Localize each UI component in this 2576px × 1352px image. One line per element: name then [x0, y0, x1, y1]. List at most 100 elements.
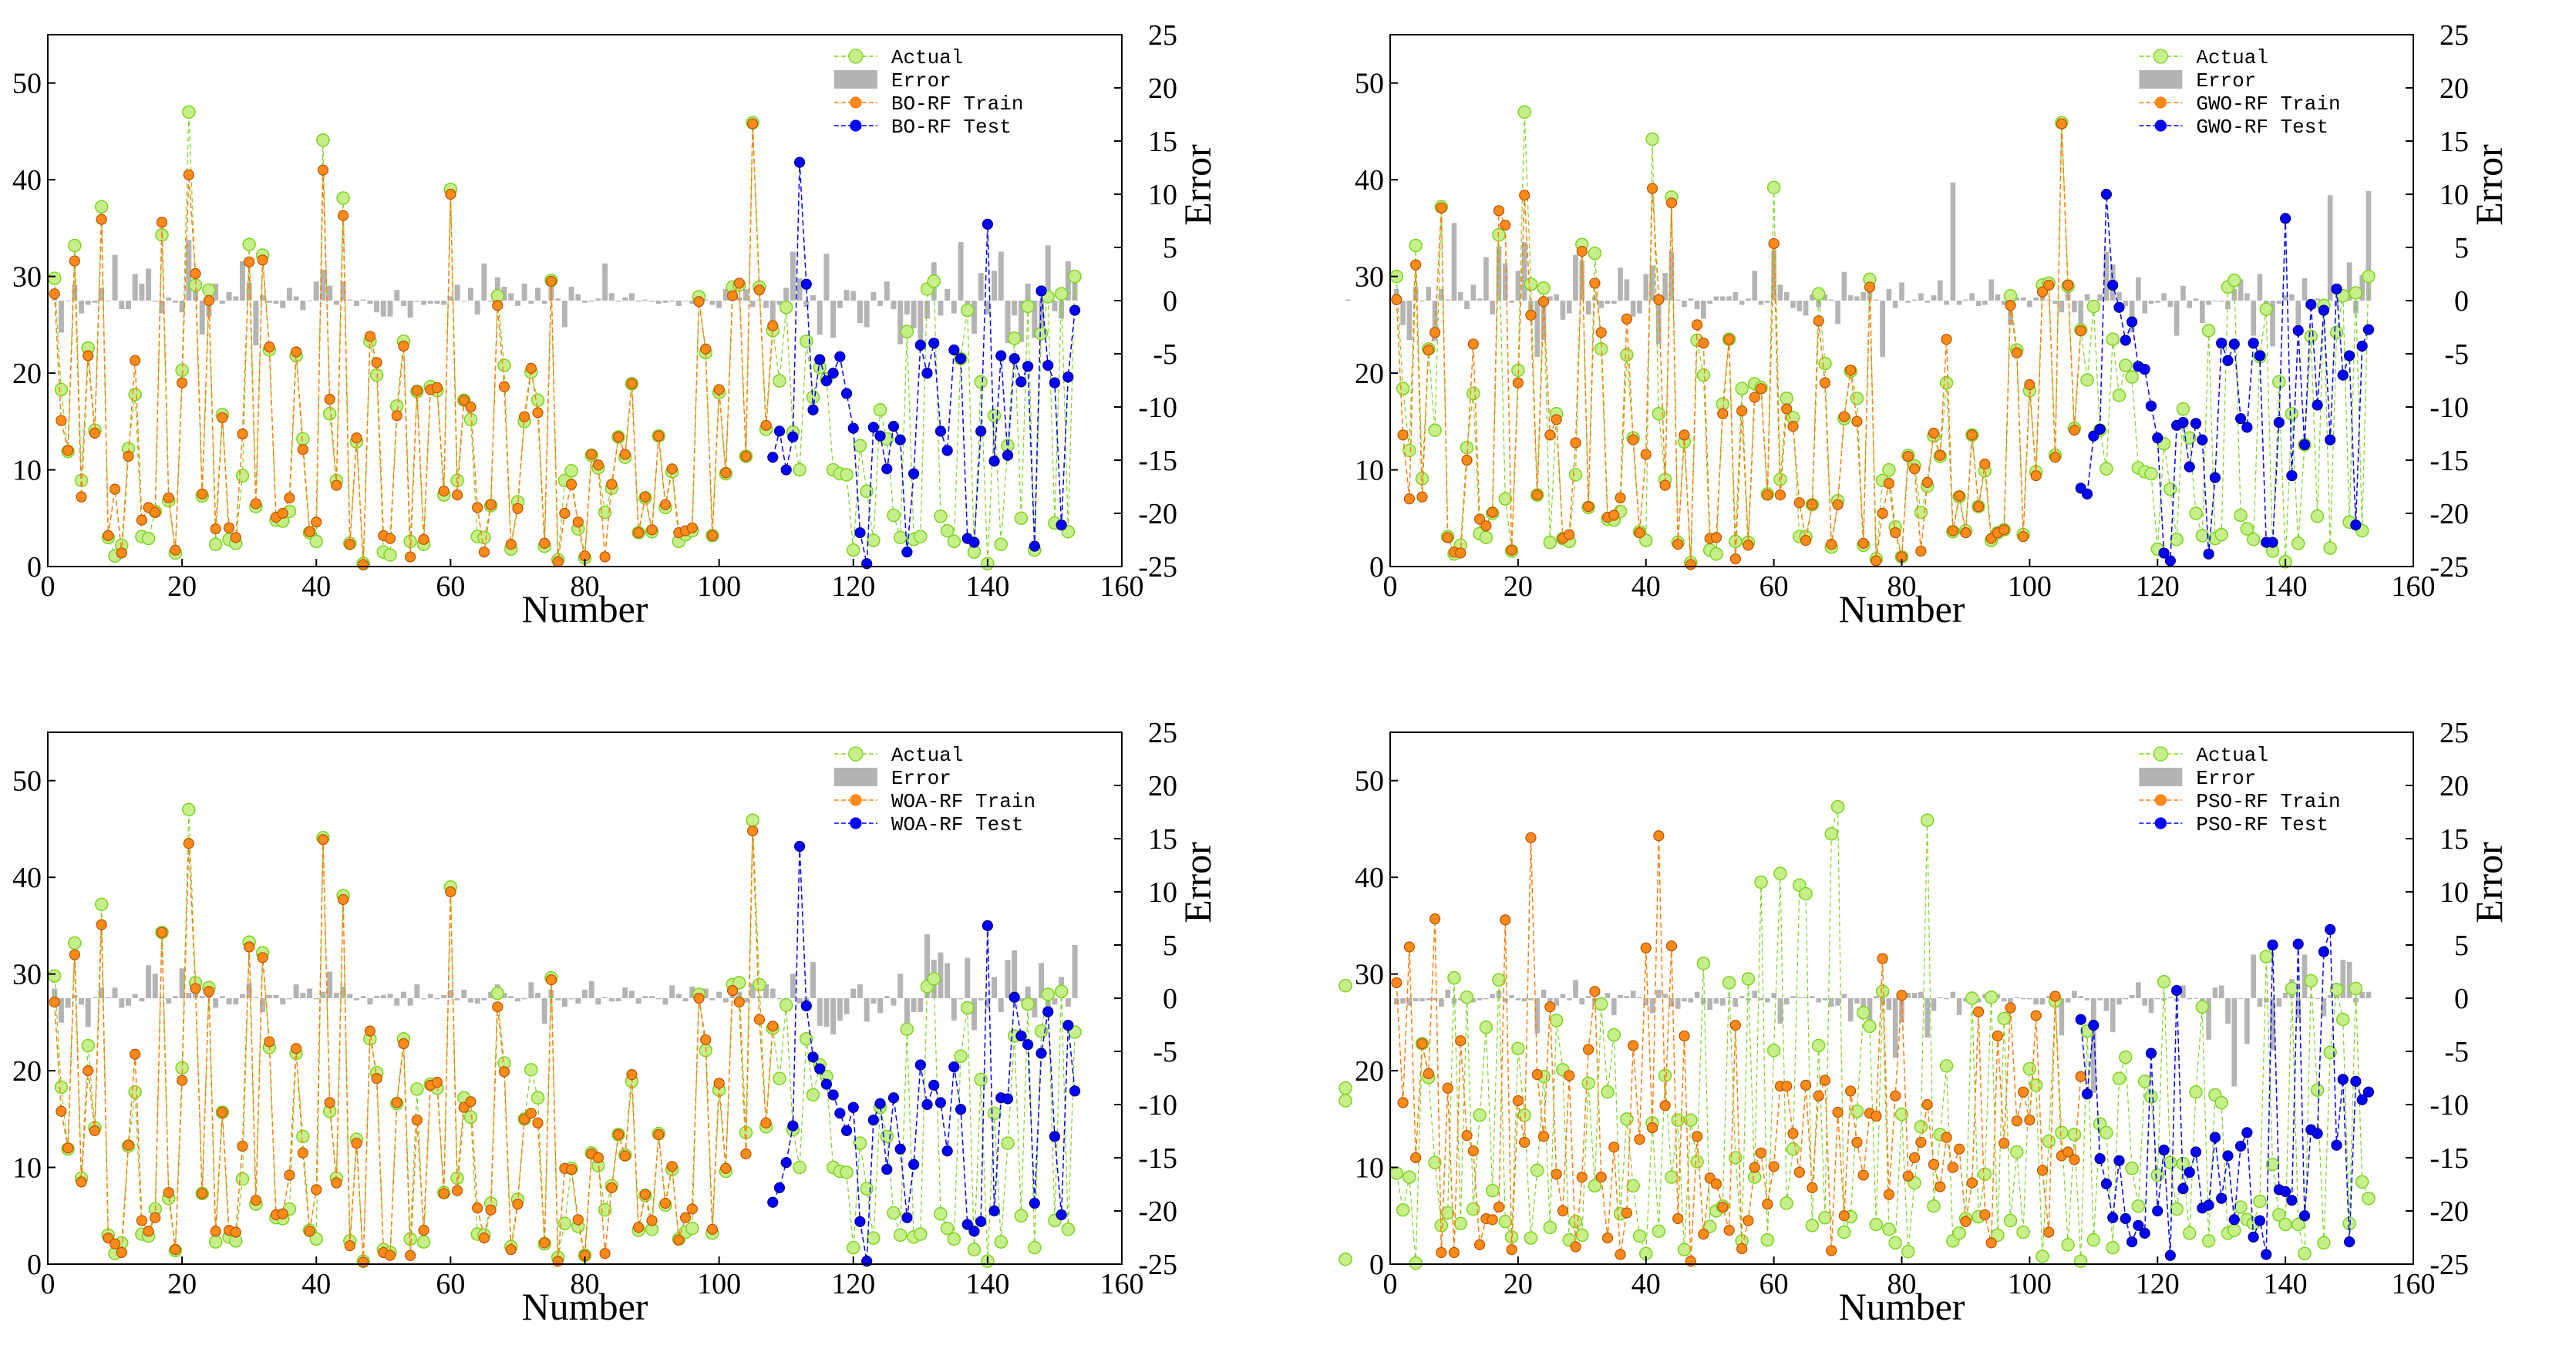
test-point: [2228, 338, 2240, 350]
actual-point: [1997, 1011, 2011, 1026]
train-point: [706, 530, 719, 541]
actual-point: [182, 802, 196, 817]
train-point: [2036, 286, 2049, 298]
error-bar: [2033, 998, 2039, 1005]
y2-tick-label: -15: [2430, 1142, 2469, 1175]
error-bar: [689, 301, 695, 304]
train-point: [2011, 347, 2022, 358]
error-bar: [1413, 287, 1419, 301]
test-point: [1022, 1039, 1034, 1051]
test-point: [2107, 1212, 2119, 1223]
error-bar: [447, 296, 453, 301]
train-point: [156, 217, 168, 228]
actual-point: [947, 1232, 961, 1246]
train-point: [1589, 986, 1601, 997]
train-point: [1915, 545, 1927, 557]
error-bar: [837, 301, 843, 308]
error-bar: [1790, 301, 1796, 308]
train-point: [1807, 1182, 1818, 1193]
train-point: [1698, 338, 1709, 349]
train-point: [2030, 469, 2042, 482]
error-bar: [394, 998, 400, 1006]
error-bar: [857, 301, 863, 323]
actual-point: [1799, 886, 1813, 901]
y-tick-label: 30: [1355, 959, 1384, 991]
error-bar: [474, 301, 480, 314]
test-point: [2267, 939, 2278, 951]
error-bar: [2327, 994, 2333, 998]
error-bar: [1618, 267, 1623, 301]
actual-point: [840, 468, 854, 482]
actual-point: [2164, 1155, 2177, 1170]
actual-point: [1434, 1219, 1449, 1233]
error-bar: [360, 299, 366, 301]
test-point: [854, 1216, 866, 1227]
train-point: [485, 499, 497, 510]
error-bar: [1758, 998, 1764, 1001]
actual-point: [81, 1038, 95, 1053]
error-bar: [186, 993, 192, 998]
test-point: [814, 354, 826, 365]
y-tick-label: 10: [12, 455, 42, 487]
actual-point: [1021, 997, 1035, 1011]
train-point: [2075, 1071, 2086, 1082]
actual-point: [1607, 1027, 1621, 1042]
actual-point: [773, 374, 786, 388]
train-point: [1615, 1249, 1626, 1260]
train-point: [1743, 540, 1754, 551]
train-point: [1710, 532, 1722, 543]
error-bar: [1956, 998, 1962, 1016]
train-point: [512, 1199, 524, 1210]
error-bar: [1867, 998, 1873, 1021]
test-point: [2337, 1074, 2349, 1085]
train-point: [525, 1108, 537, 1119]
actual-point: [1984, 990, 1999, 1004]
train-point: [1544, 429, 1556, 441]
actual-point: [2253, 1194, 2267, 1209]
actual-point: [773, 1071, 786, 1085]
actual-point: [893, 530, 907, 545]
error-bar: [139, 283, 145, 301]
train-point: [405, 1249, 416, 1261]
error-bar: [2161, 293, 2167, 301]
error-bar: [367, 301, 373, 304]
train-point: [1621, 1207, 1632, 1219]
actual-point: [1428, 1155, 1442, 1170]
y2-tick-label: -10: [2430, 1089, 2469, 1122]
train-point: [2069, 1154, 2080, 1165]
train-point: [237, 429, 248, 440]
error-bar: [2244, 998, 2250, 1044]
train-point: [1851, 415, 1863, 427]
train-point: [606, 479, 618, 490]
error-bar: [2276, 301, 2282, 304]
actual-point: [2176, 402, 2190, 416]
error-bar: [300, 301, 306, 311]
actual-point: [416, 1235, 431, 1249]
x-tick-label: 20: [1504, 570, 1533, 603]
error-bar: [1719, 998, 1726, 1006]
test-point: [2222, 355, 2234, 366]
train-point: [244, 941, 255, 953]
error-bar: [1018, 998, 1024, 1002]
actual-point: [1824, 826, 1839, 841]
train-point: [1493, 205, 1505, 217]
error-bar: [1841, 994, 1847, 998]
error-bar: [1694, 991, 1700, 998]
test-point: [948, 1061, 960, 1073]
train-point: [264, 1036, 275, 1048]
train-point: [304, 1226, 315, 1237]
error-bar: [904, 998, 910, 1034]
test-point: [807, 404, 819, 415]
error-bar: [951, 998, 957, 1021]
actual-point: [1498, 492, 1513, 506]
error-bar: [1713, 998, 1719, 1004]
train-point: [1634, 526, 1645, 539]
test-point: [2088, 1020, 2100, 1031]
actual-point: [1671, 1113, 1685, 1127]
train-point: [1608, 1142, 1620, 1153]
error-bar: [367, 998, 373, 1005]
error-bar: [1065, 998, 1071, 1007]
error-bar: [1905, 993, 1911, 998]
y2-tick-label: -10: [2430, 392, 2469, 424]
error-bar: [837, 998, 843, 1021]
